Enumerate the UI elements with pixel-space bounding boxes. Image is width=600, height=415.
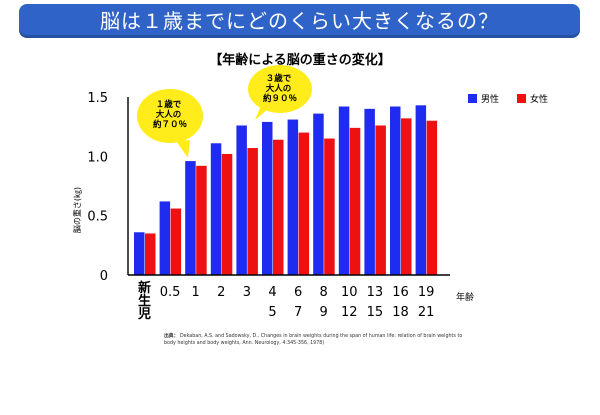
bar-female-0 — [145, 233, 156, 275]
x-tick-label: 1 — [192, 285, 200, 300]
bar-male-8 — [338, 106, 350, 275]
bar-male-2 — [185, 161, 196, 275]
bar-female-7 — [324, 138, 335, 275]
bar-male-0 — [134, 232, 145, 275]
callout-bubble-1 — [176, 140, 190, 158]
bar-female-8 — [349, 127, 361, 275]
y-tick-label: 1.5 — [87, 91, 108, 106]
bar-male-11 — [415, 105, 427, 275]
callout-bubble-2-body — [248, 65, 312, 113]
legend-label-female: 女性 — [530, 93, 548, 105]
x-tick-label: 16 18 — [392, 285, 409, 320]
bar-female-5 — [273, 139, 284, 275]
bar-female-4 — [247, 148, 258, 275]
bar-female-10 — [401, 118, 412, 275]
callout-1-year: １歳で 大人の 約７０％ — [137, 89, 203, 158]
callout-bubble-1-body — [137, 89, 203, 143]
legend: 男性 女性 — [468, 93, 548, 105]
x-tick-label: 19 21 — [418, 285, 435, 320]
y-axis-label: 脳の重さ(㎏) — [72, 187, 83, 233]
page-title: 脳は１歳までにどのくらい大きくなるの？ — [100, 9, 499, 33]
bar-female-6 — [298, 132, 310, 275]
callout-3-year: ３歳で 大人の 約９０％ — [248, 65, 312, 120]
legend-swatch-female — [517, 94, 526, 103]
x-tick-label: 13 15 — [367, 285, 384, 320]
callout-2-text: ３歳で 大人の 約９０％ — [263, 73, 298, 104]
legend-label-male: 男性 — [481, 93, 499, 105]
y-tick-label: 1.0 — [87, 150, 108, 165]
bar-male-5 — [262, 121, 273, 275]
bar-male-4 — [236, 125, 247, 275]
x-tick-label: 10 12 — [341, 285, 358, 320]
bar-male-6 — [287, 119, 299, 276]
bar-male-10 — [390, 106, 401, 275]
y-tick-label: 0 — [100, 269, 108, 284]
page-title-banner: 脳は１歳までにどのくらい大きくなるの？ — [19, 4, 580, 38]
bar-female-3 — [221, 153, 233, 275]
x-tick-label: 3 — [243, 285, 251, 300]
callout-1-text: １歳で 大人の 約７０％ — [153, 99, 188, 130]
source-citation: 出典： Dekaban, A.S. and Sadowsky, D., Chan… — [164, 333, 464, 347]
bar-female-2 — [196, 165, 207, 275]
y-tick-label: 0.5 — [87, 210, 108, 225]
x-axis-label: 年齢 — [456, 291, 474, 303]
legend-swatch-male — [468, 94, 477, 103]
x-tick-label: 新生児 — [137, 280, 151, 322]
bar-male-3 — [210, 143, 222, 275]
bar-male-7 — [313, 113, 324, 275]
bar-female-11 — [426, 120, 438, 275]
x-tick-label: 0.5 — [160, 285, 181, 300]
bar-female-1 — [170, 208, 182, 275]
bar-female-9 — [375, 125, 386, 275]
source-text: Dekaban, A.S. and Sadowsky, D., Changes … — [164, 334, 463, 346]
bar-male-1 — [159, 201, 171, 275]
bar-male-9 — [364, 108, 375, 275]
source-label: 出典： — [164, 334, 179, 339]
chart-title: 【年齢による脳の重さの変化】 — [209, 53, 391, 68]
x-tick-label: 2 — [217, 285, 225, 300]
